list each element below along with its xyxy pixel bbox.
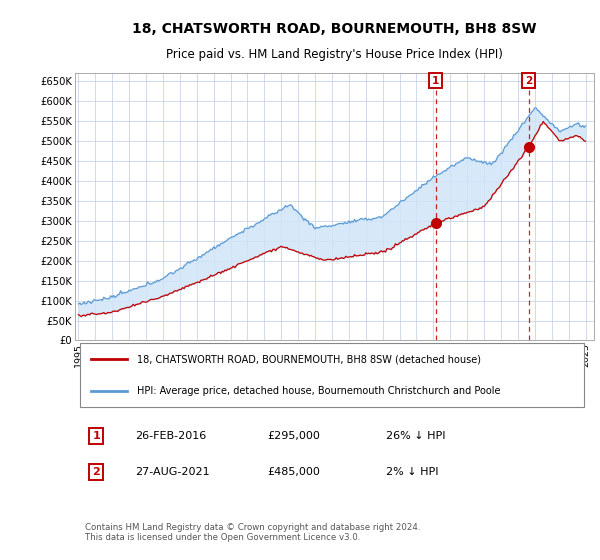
- Text: £485,000: £485,000: [267, 467, 320, 477]
- Text: 26-FEB-2016: 26-FEB-2016: [134, 431, 206, 441]
- Text: Price paid vs. HM Land Registry's House Price Index (HPI): Price paid vs. HM Land Registry's House …: [166, 48, 503, 61]
- Text: 2% ↓ HPI: 2% ↓ HPI: [386, 467, 439, 477]
- Text: Contains HM Land Registry data © Crown copyright and database right 2024.
This d: Contains HM Land Registry data © Crown c…: [85, 522, 421, 542]
- Text: £295,000: £295,000: [267, 431, 320, 441]
- Text: 27-AUG-2021: 27-AUG-2021: [134, 467, 209, 477]
- Text: 2: 2: [525, 76, 533, 86]
- Text: 1: 1: [433, 76, 440, 86]
- Text: 2: 2: [92, 467, 100, 477]
- Text: 1: 1: [92, 431, 100, 441]
- Text: 18, CHATSWORTH ROAD, BOURNEMOUTH, BH8 8SW: 18, CHATSWORTH ROAD, BOURNEMOUTH, BH8 8S…: [132, 22, 537, 36]
- Text: 26% ↓ HPI: 26% ↓ HPI: [386, 431, 446, 441]
- FancyBboxPatch shape: [80, 343, 584, 407]
- Text: HPI: Average price, detached house, Bournemouth Christchurch and Poole: HPI: Average price, detached house, Bour…: [137, 386, 501, 396]
- Text: 18, CHATSWORTH ROAD, BOURNEMOUTH, BH8 8SW (detached house): 18, CHATSWORTH ROAD, BOURNEMOUTH, BH8 8S…: [137, 354, 481, 364]
